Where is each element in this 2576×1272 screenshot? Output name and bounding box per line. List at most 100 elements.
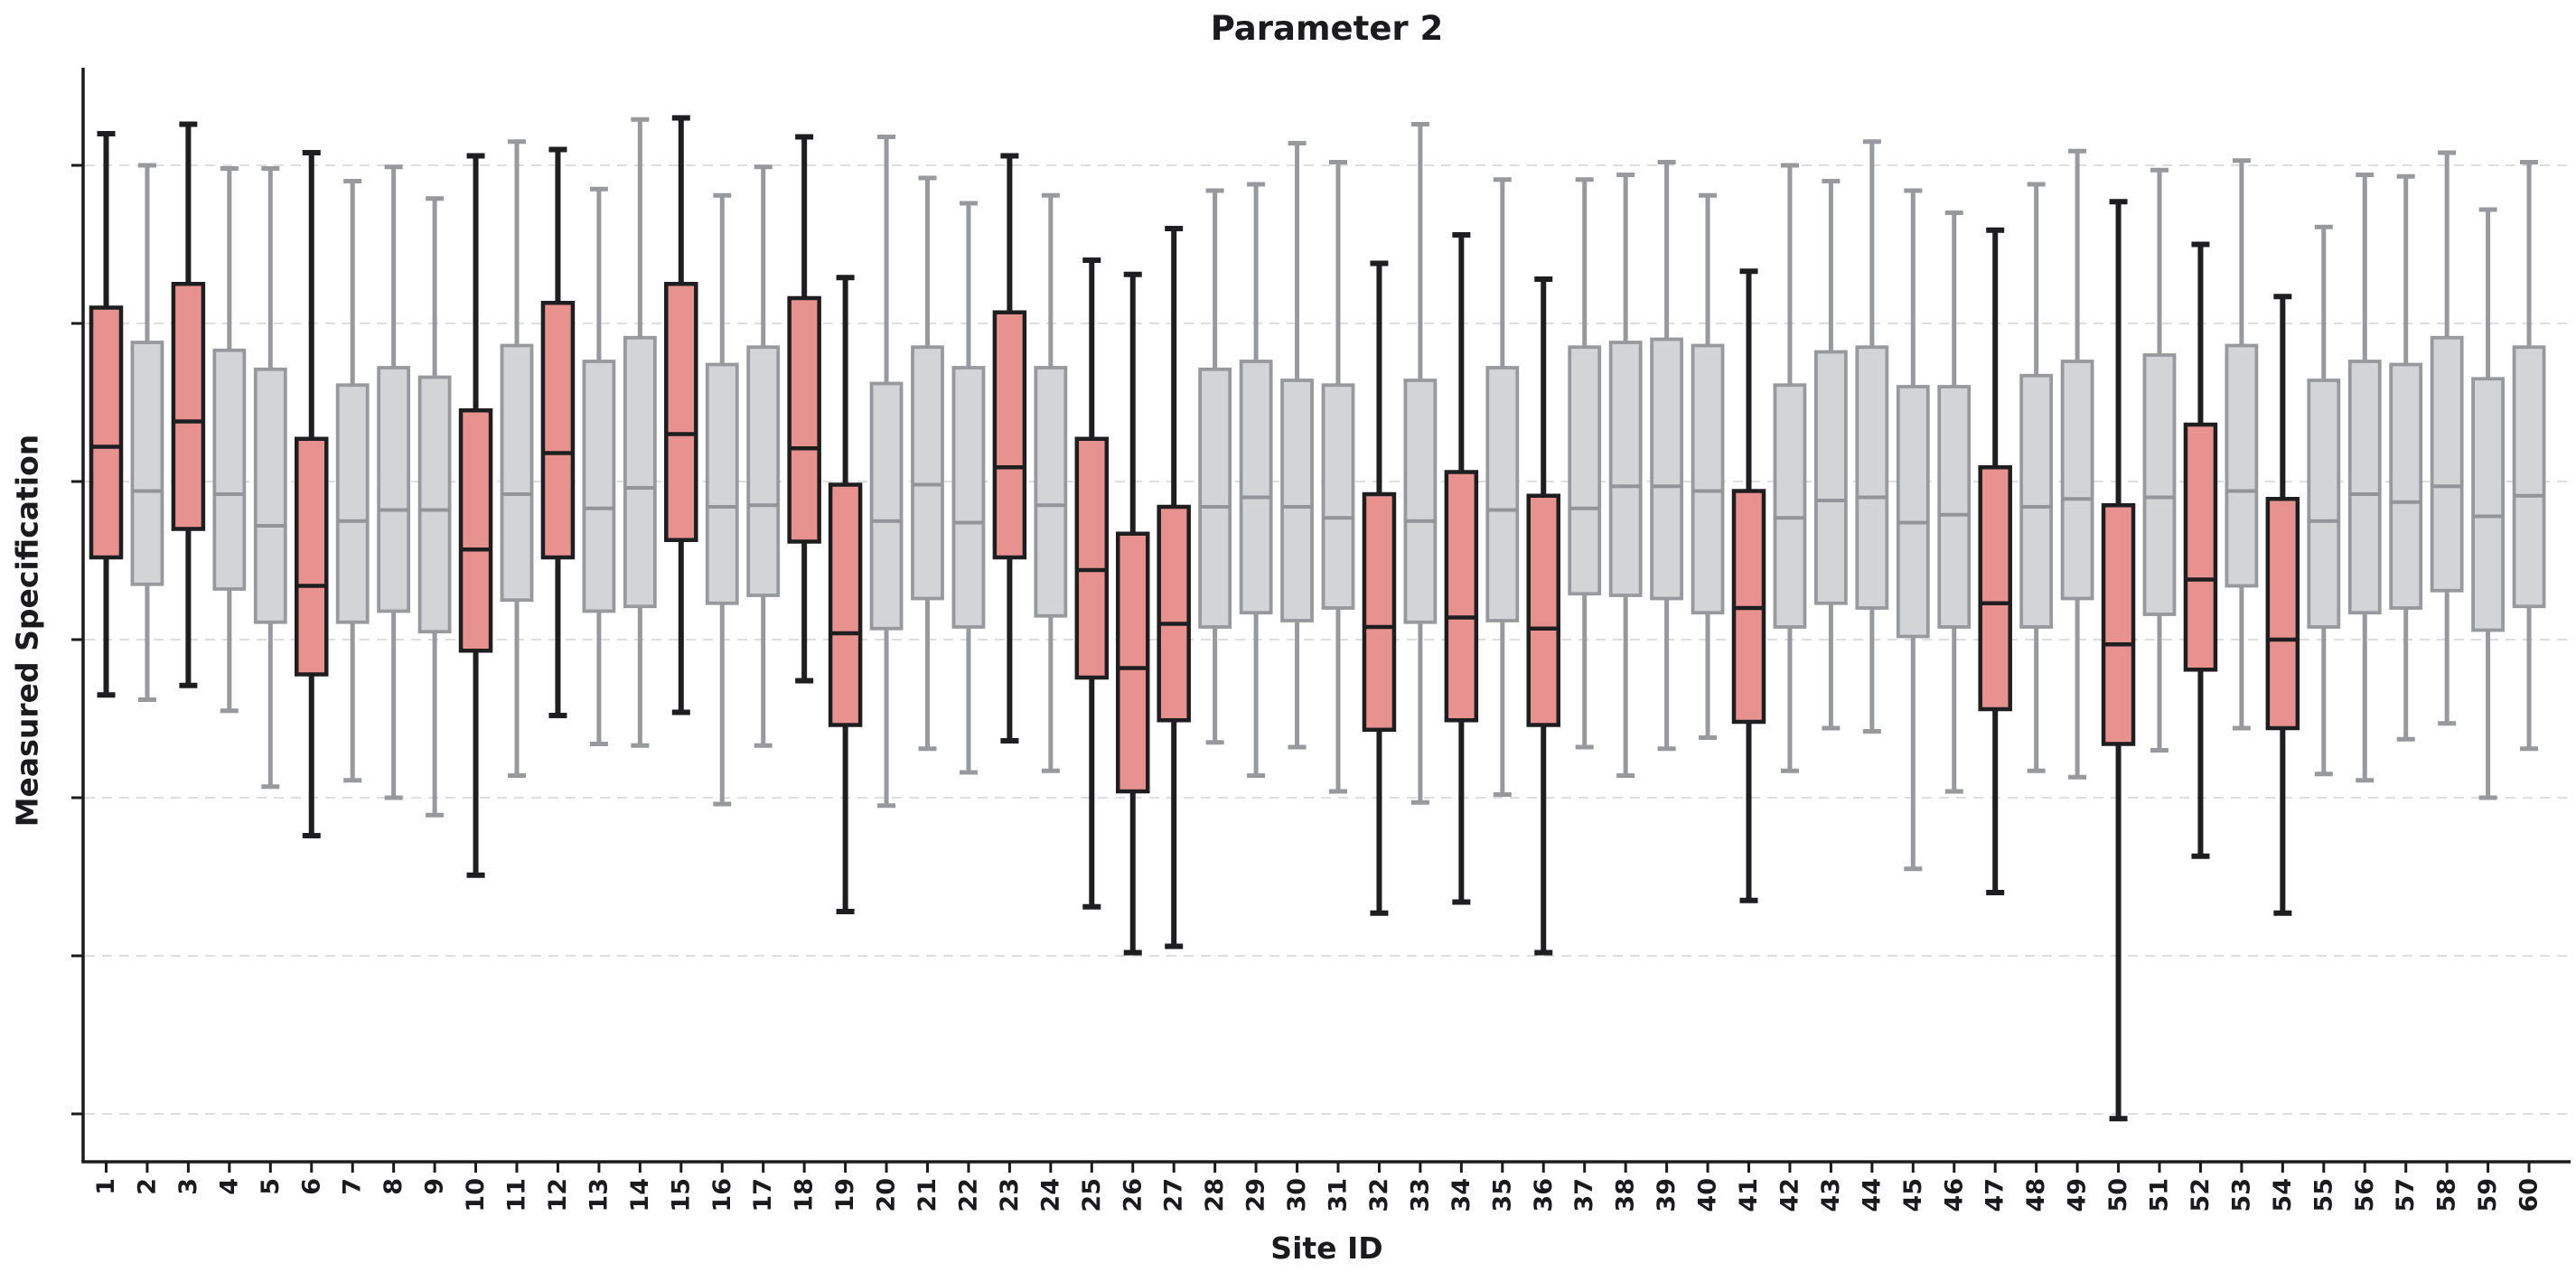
boxplot-site-34 (1444, 232, 1479, 905)
x-tick-label: 54 (2269, 1178, 2297, 1212)
boxplot-site-42 (1773, 163, 1807, 773)
iqr-box (417, 375, 452, 634)
x-tick-label: 45 (1899, 1178, 1927, 1212)
boxplot-site-56 (2347, 173, 2382, 783)
x-tick-label: 59 (2474, 1178, 2502, 1212)
iqr-box (828, 482, 863, 727)
x-tick-label: 56 (2351, 1178, 2379, 1212)
boxplot-site-20 (869, 135, 904, 809)
boxplot-site-51 (2142, 167, 2177, 753)
x-tick-label: 35 (1488, 1178, 1516, 1212)
boxplot-site-57 (2389, 173, 2423, 742)
iqr-box (171, 282, 206, 531)
iqr-box (582, 360, 616, 613)
boxplot-site-25 (1074, 257, 1110, 910)
x-tick-label: 27 (1160, 1178, 1188, 1212)
x-tick-label: 12 (544, 1178, 572, 1212)
iqr-box (1691, 343, 1725, 615)
iqr-box (1403, 379, 1438, 624)
boxplot-site-1 (89, 131, 124, 698)
boxplot-site-12 (540, 146, 576, 718)
boxplot-site-59 (2471, 207, 2506, 800)
iqr-box (2183, 422, 2218, 672)
iqr-box (2307, 379, 2341, 629)
x-tick-label: 38 (1612, 1178, 1640, 1212)
boxplot-site-55 (2307, 224, 2341, 777)
x-tick-label: 58 (2433, 1178, 2461, 1212)
iqr-box (2430, 335, 2464, 593)
x-tick-label: 42 (1775, 1178, 1803, 1212)
iqr-box (1896, 385, 1930, 639)
iqr-box (2019, 373, 2054, 629)
iqr-box (1362, 491, 1397, 732)
boxplot-site-37 (1568, 177, 1602, 750)
iqr-box (623, 335, 657, 609)
x-tick-label: 24 (1036, 1178, 1064, 1212)
boxplot-site-17 (746, 164, 781, 748)
iqr-box (500, 343, 534, 603)
iqr-box (540, 301, 576, 560)
iqr-box (1074, 436, 1110, 680)
x-tick-label: 18 (791, 1178, 819, 1212)
iqr-box (1444, 470, 1479, 723)
x-tick-label: 26 (1119, 1178, 1147, 1212)
iqr-box (1814, 350, 1848, 605)
iqr-box (1855, 345, 1889, 610)
boxplot-site-29 (1239, 182, 1273, 778)
x-tick-label: 17 (749, 1178, 777, 1212)
boxplot-site-58 (2430, 150, 2464, 726)
iqr-box (1608, 341, 1643, 597)
x-tick-label: 44 (1858, 1178, 1886, 1212)
boxplot-site-2 (130, 163, 164, 702)
x-tick-label: 48 (2022, 1178, 2050, 1212)
iqr-box (212, 348, 247, 591)
x-tick-label: 8 (379, 1178, 407, 1195)
boxplot-site-38 (1608, 173, 1643, 778)
boxplot-site-10 (458, 153, 493, 878)
boxplot-site-49 (2060, 148, 2094, 780)
boxplot-site-60 (2512, 160, 2546, 752)
iqr-box (2225, 343, 2259, 588)
boxplot-site-5 (253, 166, 287, 790)
x-tick-label: 36 (1530, 1178, 1558, 1212)
boxplot-site-31 (1321, 160, 1355, 794)
x-tick-label: 43 (1817, 1178, 1845, 1212)
boxplot-site-48 (2019, 182, 2054, 773)
boxplot-site-23 (992, 153, 1027, 744)
iqr-box (130, 341, 164, 586)
boxplot-site-30 (1280, 141, 1314, 750)
x-tick-label: 57 (2392, 1178, 2420, 1212)
iqr-box (2347, 360, 2382, 615)
iqr-box (2142, 353, 2177, 616)
axes: 1 2 3 4 5 6 7 8 9 10 11 12 13 14 15 16 17 18 19 20 21 22 23 24 2… (71, 68, 2571, 1212)
iqr-box (1485, 366, 1520, 622)
iqr-box (1937, 385, 1972, 629)
x-tick-label: 14 (626, 1178, 654, 1212)
x-tick-label: 46 (1940, 1178, 1968, 1212)
x-tick-label: 30 (1283, 1178, 1311, 1212)
boxes (89, 115, 2546, 1122)
x-tick-label: 1 (92, 1178, 120, 1195)
boxplot-site-53 (2225, 158, 2259, 731)
boxplot-site-35 (1485, 177, 1520, 797)
x-tick-label: 4 (215, 1178, 243, 1195)
x-tick-label: 34 (1447, 1178, 1475, 1212)
x-tick-label: 32 (1365, 1178, 1393, 1212)
iqr-box (1157, 504, 1191, 723)
x-tick-label: 55 (2309, 1178, 2337, 1212)
x-tick-label: 13 (585, 1178, 613, 1212)
x-tick-label: 7 (339, 1178, 367, 1195)
iqr-box (1116, 531, 1150, 794)
x-tick-label: 51 (2146, 1178, 2174, 1212)
x-tick-label: 6 (297, 1178, 325, 1195)
boxplot-site-21 (911, 175, 944, 752)
boxplot-site-22 (951, 201, 986, 775)
boxplot-site-14 (623, 117, 657, 748)
boxplot-site-32 (1362, 260, 1397, 916)
chart-title: Parameter 2 (1210, 9, 1444, 48)
boxplot-site-46 (1937, 210, 1972, 794)
iqr-box (2389, 362, 2423, 610)
iqr-box (295, 436, 329, 677)
boxplot-site-7 (335, 179, 370, 783)
